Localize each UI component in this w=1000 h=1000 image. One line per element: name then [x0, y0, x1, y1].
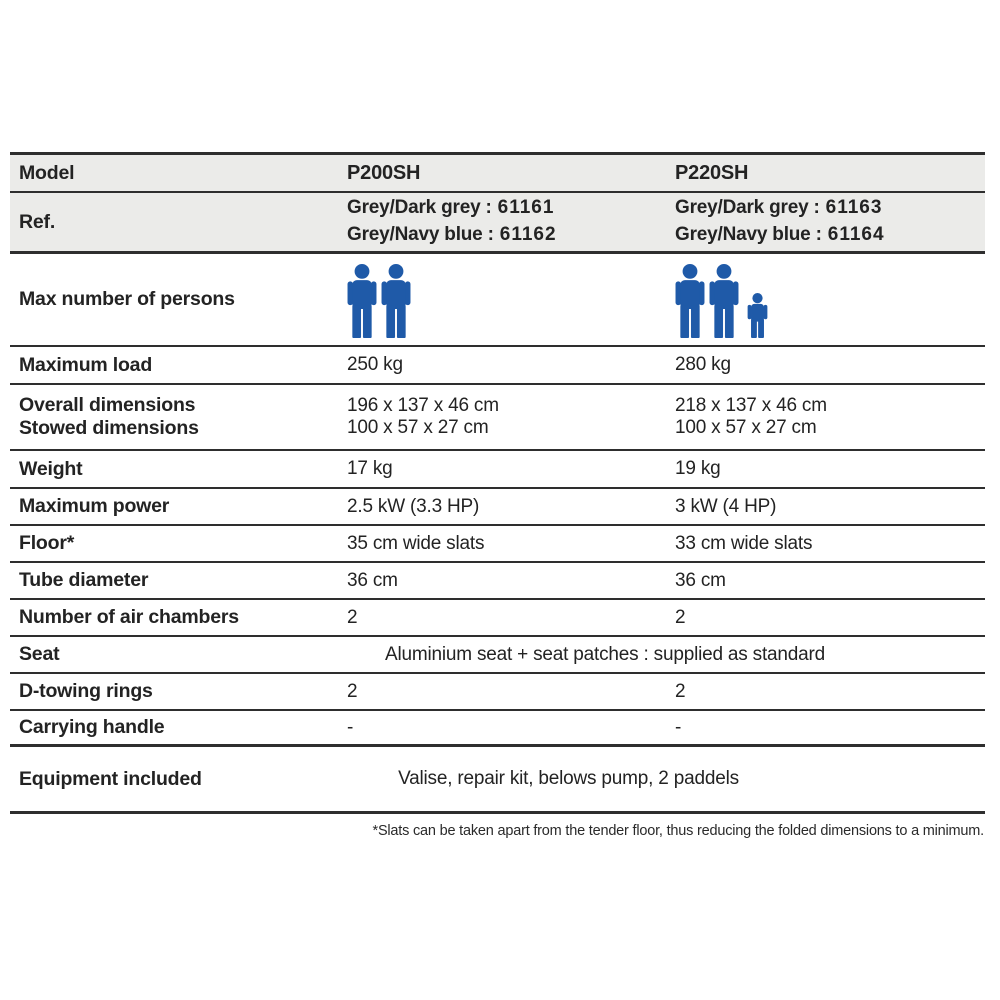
row-label: Floor* — [19, 532, 75, 554]
max-power-p220sh: 3 kW (4 HP) — [675, 495, 777, 517]
equipment-row: Equipment included Valise, repair kit, b… — [10, 747, 985, 814]
max-load-p220sh: 280 kg — [675, 354, 731, 375]
ref-code: 61164 — [827, 224, 885, 245]
d-towing-p220sh: 2 — [675, 680, 686, 702]
adult-person-icon — [381, 263, 411, 338]
weight-p220sh: 19 kg — [675, 458, 721, 479]
floor-row: Floor* 35 cm wide slats 33 cm wide slats — [10, 526, 985, 563]
max-power-row: Maximum power 2.5 kW (3.3 HP) 3 kW (4 HP… — [10, 489, 985, 526]
row-label: Weight — [19, 457, 83, 480]
max-load-row: Maximum load 250 kg 280 kg — [10, 347, 985, 385]
air-chambers-row: Number of air chambers 2 2 — [10, 600, 985, 637]
stowed-dimensions-value: 100 x 57 x 27 cm — [347, 417, 489, 438]
ref-color-name: Grey/Dark grey : — [675, 197, 820, 219]
weight-p200sh: 17 kg — [347, 458, 393, 479]
ref-color-name: Grey/Navy blue : — [347, 224, 494, 245]
header-model-label: Model — [19, 161, 75, 184]
stowed-dimensions-label: Stowed dimensions — [19, 417, 199, 439]
d-towing-rings-row: D-towing rings 2 2 — [10, 674, 985, 711]
d-towing-p200sh: 2 — [347, 680, 358, 702]
ref-code: 61162 — [499, 224, 557, 245]
air-chambers-p220sh: 2 — [675, 606, 686, 628]
spec-table: Model P200SH P220SH Ref. Grey/Dark grey … — [10, 152, 985, 839]
seat-value: Aluminium seat + seat patches : supplied… — [384, 643, 826, 665]
row-label: Carrying handle — [19, 716, 165, 738]
overall-dimensions-value: 218 x 137 x 46 cm — [675, 394, 827, 416]
max-load-p200sh: 250 kg — [347, 354, 403, 375]
row-label: Tube diameter — [19, 569, 149, 591]
table-header-row: Model P200SH P220SH — [10, 155, 985, 193]
persons-icons-p220sh — [675, 262, 985, 338]
row-label: Overall dimensions Stowed dimensions — [10, 394, 347, 440]
ref-values-p220sh: Grey/Dark grey :61163 Grey/Navy blue :61… — [675, 195, 985, 248]
row-label: D-towing rings — [19, 680, 153, 702]
child-person-icon — [747, 292, 768, 338]
ref-code: 61163 — [825, 197, 883, 219]
ref-line: Grey/Navy blue :61164 — [675, 222, 985, 249]
row-label: Seat — [19, 643, 60, 665]
tube-diameter-p220sh: 36 cm — [675, 569, 726, 591]
persons-p200sh — [347, 262, 675, 338]
persons-label: Max number of persons — [19, 288, 235, 310]
carrying-handle-p200sh: - — [347, 716, 354, 738]
ref-row: Ref. Grey/Dark grey :61161 Grey/Navy blu… — [10, 193, 985, 254]
overall-dimensions-label: Overall dimensions — [19, 394, 196, 416]
tube-diameter-row: Tube diameter 36 cm 36 cm — [10, 563, 985, 600]
row-label: Number of air chambers — [19, 606, 239, 628]
weight-row: Weight 17 kg 19 kg — [10, 451, 985, 489]
ref-color-name: Grey/Navy blue : — [675, 224, 822, 245]
row-label: Maximum load — [19, 353, 153, 376]
footnote-text: *Slats can be taken apart from the tende… — [372, 823, 985, 839]
persons-p220sh — [675, 262, 985, 338]
dimensions-p220sh: 218 x 137 x 46 cm 100 x 57 x 27 cm — [675, 395, 985, 440]
dimensions-p200sh: 196 x 137 x 46 cm 100 x 57 x 27 cm — [347, 395, 675, 440]
carrying-handle-row: Carrying handle - - — [10, 711, 985, 747]
row-label: Maximum power — [19, 495, 170, 517]
adult-person-icon — [709, 263, 739, 338]
carrying-handle-p220sh: - — [675, 716, 682, 738]
ref-values-p200sh: Grey/Dark grey :61161 Grey/Navy blue :61… — [347, 195, 675, 248]
ref-line: Grey/Navy blue :61162 — [347, 222, 675, 249]
header-model-p220sh: P220SH — [675, 161, 749, 184]
stowed-dimensions-value: 100 x 57 x 27 cm — [675, 417, 817, 438]
persons-icons-p200sh — [347, 262, 675, 338]
floor-p200sh: 35 cm wide slats — [347, 532, 485, 554]
ref-color-name: Grey/Dark grey : — [347, 197, 492, 219]
tube-diameter-p200sh: 36 cm — [347, 569, 398, 591]
dimensions-row: Overall dimensions Stowed dimensions 196… — [10, 385, 985, 451]
floor-p220sh: 33 cm wide slats — [675, 532, 813, 554]
overall-dimensions-value: 196 x 137 x 46 cm — [347, 394, 499, 416]
ref-line: Grey/Dark grey :61163 — [675, 195, 985, 222]
header-model-p200sh: P200SH — [347, 161, 421, 184]
seat-row: Seat Aluminium seat + seat patches : sup… — [10, 637, 985, 674]
ref-line: Grey/Dark grey :61161 — [347, 195, 675, 222]
air-chambers-p200sh: 2 — [347, 606, 358, 628]
adult-person-icon — [675, 263, 705, 338]
ref-label: Ref. — [19, 210, 56, 233]
persons-row: Max number of persons — [10, 254, 985, 347]
ref-code: 61161 — [497, 197, 555, 219]
equipment-label: Equipment included — [19, 767, 202, 790]
max-power-p200sh: 2.5 kW (3.3 HP) — [347, 495, 480, 517]
adult-person-icon — [347, 263, 377, 338]
equipment-value: Valise, repair kit, belows pump, 2 padde… — [398, 768, 739, 789]
